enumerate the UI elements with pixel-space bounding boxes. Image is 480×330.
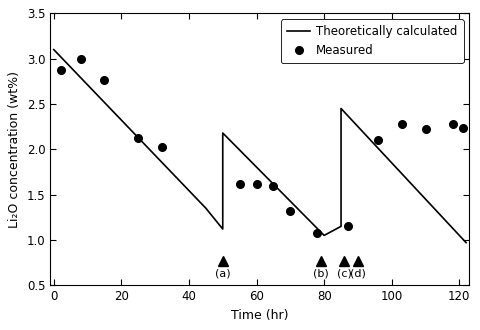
- Legend: Theoretically calculated, Measured: Theoretically calculated, Measured: [281, 19, 464, 63]
- X-axis label: Time (hr): Time (hr): [231, 309, 288, 322]
- Text: (d): (d): [350, 268, 366, 278]
- Text: (c): (c): [337, 268, 352, 278]
- Text: (a): (a): [215, 268, 230, 278]
- Text: (b): (b): [313, 268, 329, 278]
- Y-axis label: Li₂O concentration (wt%): Li₂O concentration (wt%): [8, 71, 21, 228]
